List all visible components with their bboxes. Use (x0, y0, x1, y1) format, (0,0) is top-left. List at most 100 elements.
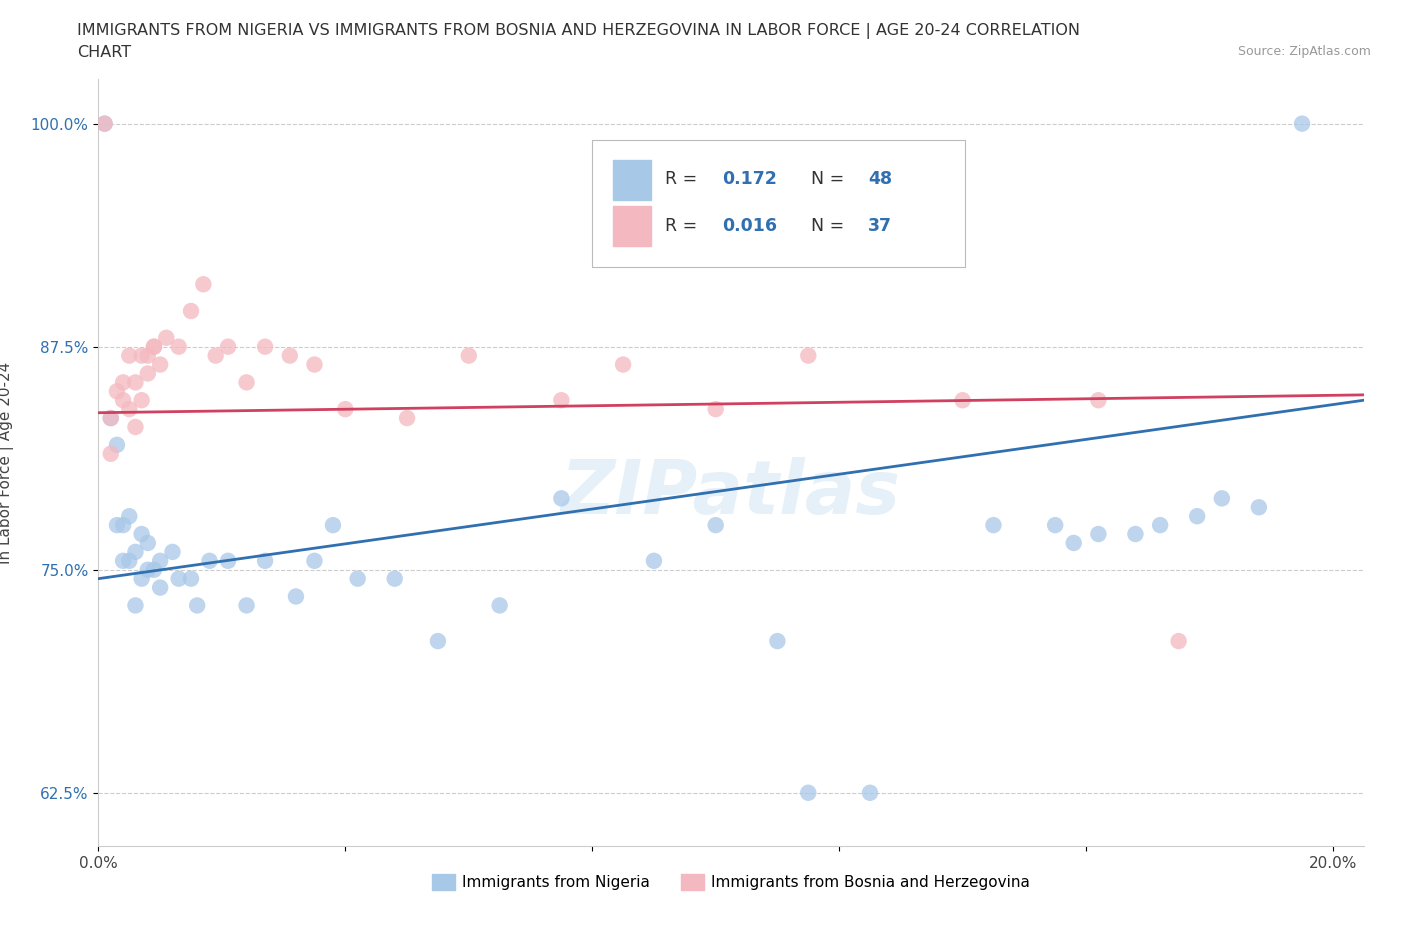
Point (143, 339, 166, 354)
Point (1167, 633, 1189, 648)
Text: R =: R = (665, 218, 703, 235)
Text: N =: N = (811, 170, 849, 188)
Point (100, 446, 122, 461)
Point (1291, 116, 1313, 131)
Bar (613, 160, 651, 200)
Text: Source: ZipAtlas.com: Source: ZipAtlas.com (1237, 45, 1371, 58)
Point (1087, 392, 1109, 407)
Text: N =: N = (811, 218, 849, 235)
Point (93, 116, 115, 131)
Point (131, 571, 153, 586)
Point (105, 437, 128, 452)
Text: IMMIGRANTS FROM NIGERIA VS IMMIGRANTS FROM BOSNIA AND HERZEGOVINA IN LABOR FORCE: IMMIGRANTS FROM NIGERIA VS IMMIGRANTS FR… (77, 23, 1080, 39)
Point (124, 375, 146, 390)
Point (93, 116, 115, 131)
Point (304, 553, 326, 568)
Point (124, 419, 146, 434)
Point (105, 384, 128, 399)
Point (131, 348, 153, 363)
Point (136, 348, 159, 363)
Point (457, 348, 479, 363)
Point (131, 392, 153, 407)
Point (1087, 526, 1109, 541)
Point (136, 366, 159, 381)
Point (322, 518, 344, 533)
Point (149, 553, 172, 568)
Point (136, 563, 159, 578)
Point (124, 598, 146, 613)
Point (488, 598, 510, 613)
Point (284, 589, 307, 604)
Text: 48: 48 (868, 170, 891, 188)
Point (155, 330, 177, 345)
Point (704, 518, 727, 533)
Point (278, 348, 301, 363)
Point (143, 563, 166, 578)
Point (217, 339, 239, 354)
Text: 0.016: 0.016 (723, 218, 778, 235)
FancyBboxPatch shape (592, 140, 966, 267)
Point (335, 402, 357, 417)
Point (859, 785, 882, 800)
Point (346, 571, 368, 586)
Point (112, 553, 135, 568)
Point (426, 633, 449, 648)
Point (797, 348, 820, 363)
Legend: Immigrants from Nigeria, Immigrants from Bosnia and Herzegovina: Immigrants from Nigeria, Immigrants from… (426, 868, 1036, 897)
Point (983, 518, 1005, 533)
Point (1247, 499, 1270, 514)
Point (112, 392, 135, 407)
Point (167, 571, 190, 586)
Point (797, 785, 820, 800)
Point (235, 598, 257, 613)
Point (118, 402, 141, 417)
Point (118, 348, 141, 363)
Point (198, 553, 221, 568)
Point (143, 339, 166, 354)
Point (131, 526, 153, 541)
Point (100, 411, 122, 426)
Point (180, 571, 202, 586)
Point (1211, 491, 1233, 506)
Point (118, 553, 141, 568)
Point (952, 392, 974, 407)
Point (1043, 518, 1066, 533)
Point (384, 571, 406, 586)
Point (112, 518, 135, 533)
Point (550, 392, 572, 407)
Point (180, 303, 202, 318)
Point (254, 553, 277, 568)
Point (704, 402, 727, 417)
Point (254, 339, 277, 354)
Point (766, 633, 789, 648)
Text: R =: R = (665, 170, 703, 188)
Point (643, 553, 665, 568)
Text: 0.172: 0.172 (723, 170, 778, 188)
Text: ZIPatlas: ZIPatlas (561, 457, 901, 530)
Point (396, 411, 419, 426)
Point (186, 598, 208, 613)
Y-axis label: In Labor Force | Age 20-24: In Labor Force | Age 20-24 (0, 362, 14, 564)
Bar (613, 206, 651, 246)
Point (100, 411, 122, 426)
Text: 37: 37 (868, 218, 891, 235)
Point (105, 518, 128, 533)
Text: CHART: CHART (77, 45, 131, 60)
Point (118, 509, 141, 524)
Point (304, 357, 326, 372)
Point (1125, 526, 1147, 541)
Point (136, 536, 159, 551)
Point (149, 357, 172, 372)
Point (149, 580, 172, 595)
Point (112, 375, 135, 390)
Point (1063, 536, 1085, 551)
Point (1149, 518, 1171, 533)
Point (162, 544, 184, 559)
Point (550, 491, 572, 506)
Point (1185, 509, 1208, 524)
Point (124, 544, 146, 559)
Point (217, 553, 239, 568)
Point (167, 339, 190, 354)
Point (204, 348, 226, 363)
Point (612, 357, 634, 372)
